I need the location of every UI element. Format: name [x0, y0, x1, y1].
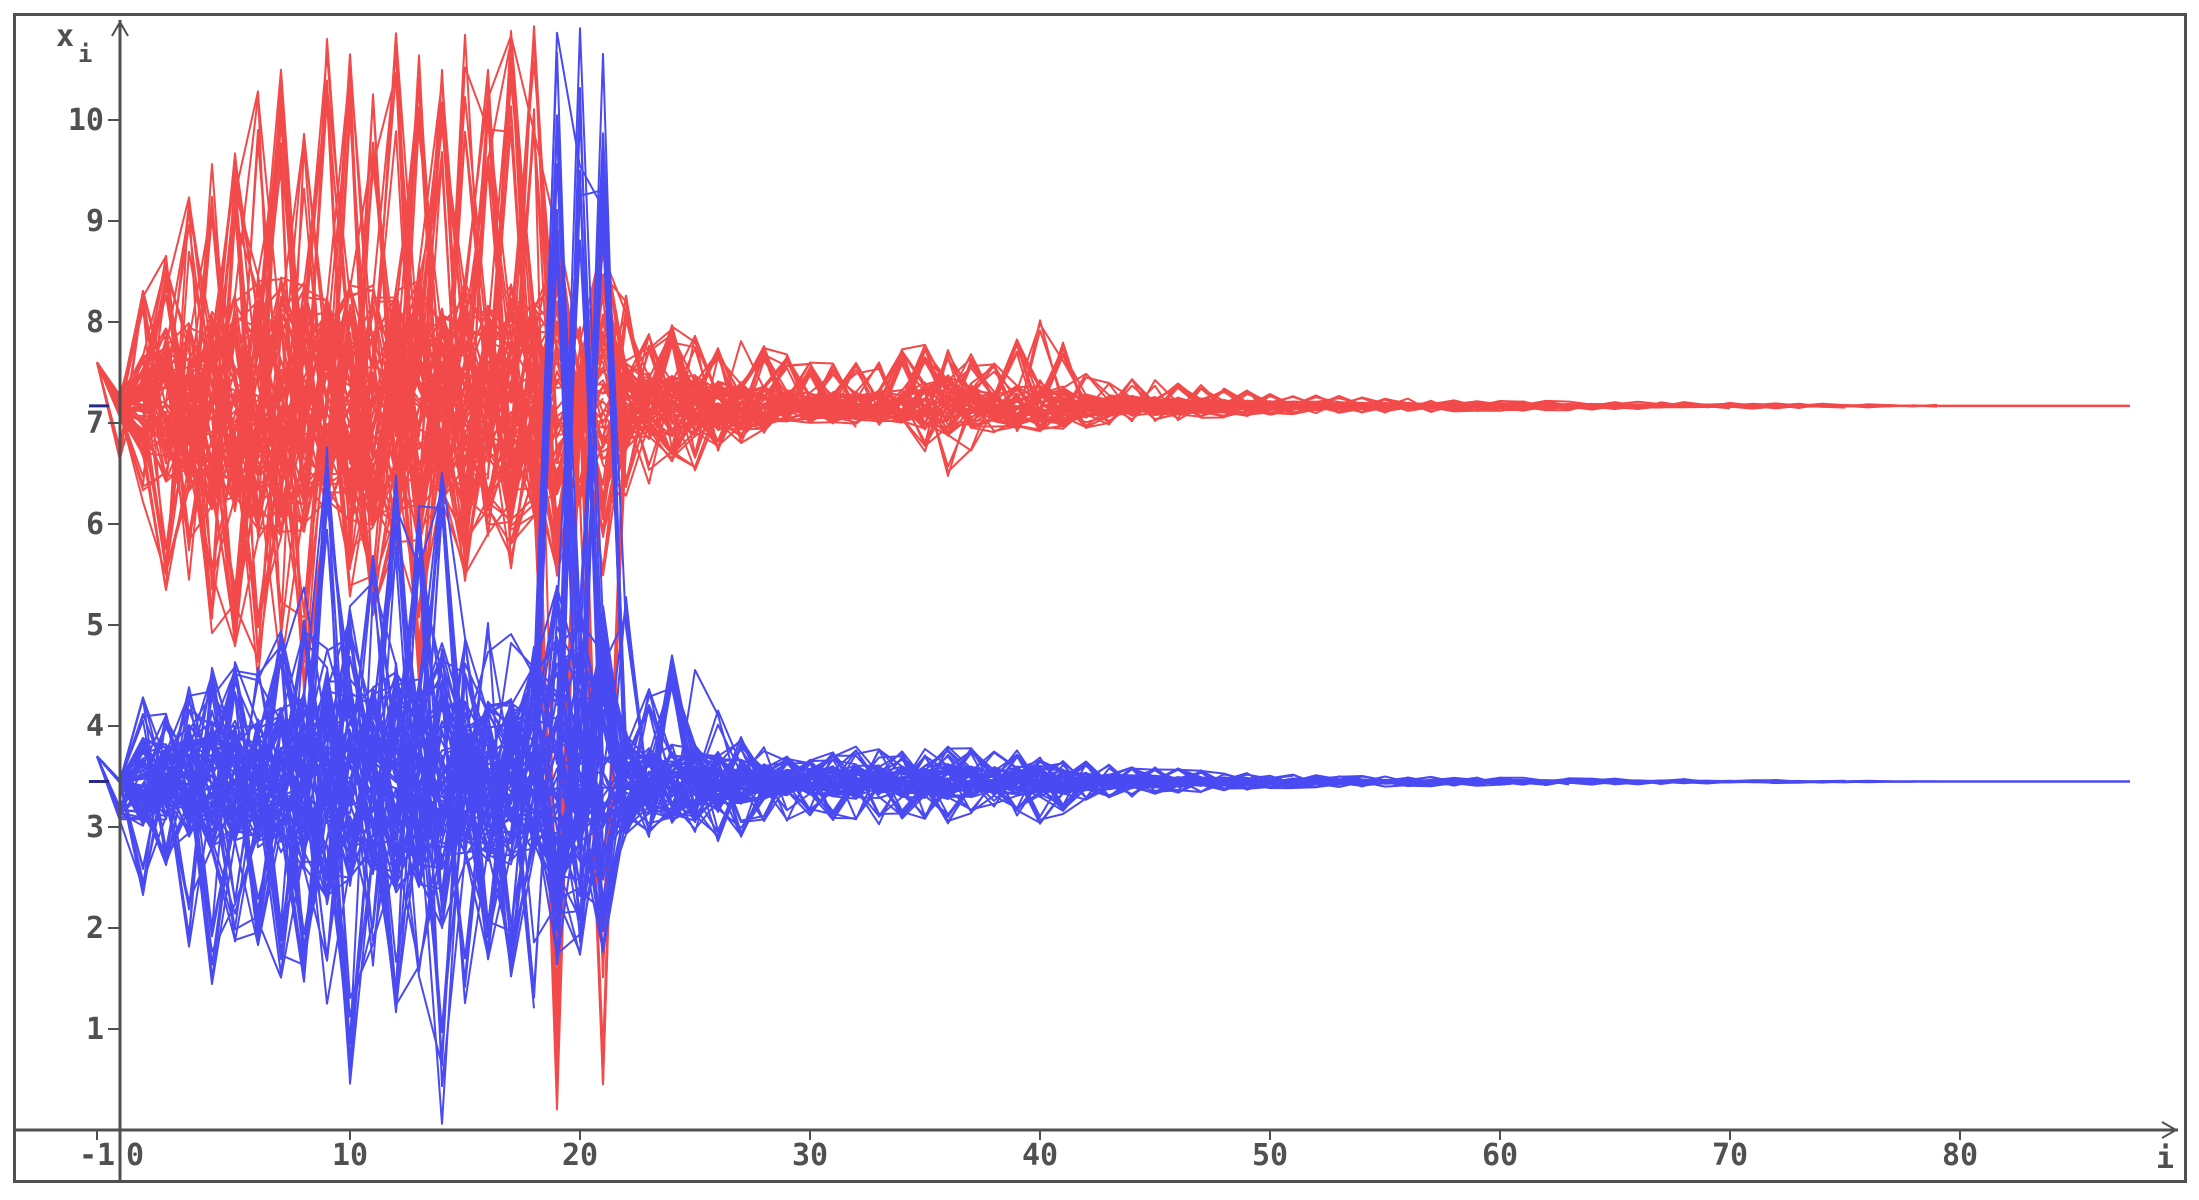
- x-tick-label: 70: [1712, 1138, 1748, 1173]
- trajectory-line: [96, 87, 1547, 684]
- y-tick-label: 4: [86, 709, 104, 744]
- ticks-layer: -1 10 20 30 40 50 60 70 80 1 2 3 4 5 6 7 8 9 10: [68, 103, 1978, 1173]
- y-axis-label-subscript: i: [78, 40, 92, 68]
- trajectory-line: [96, 56, 1846, 1086]
- x-tick-label: -1: [79, 1138, 115, 1173]
- y-tick-label: 8: [86, 305, 104, 340]
- y-axis-arrow: [111, 19, 129, 37]
- y-tick-label: 6: [86, 507, 104, 542]
- x-tick-label: 80: [1942, 1138, 1978, 1173]
- x-tick-label: 10: [332, 1138, 368, 1173]
- trajectory-line: [96, 506, 650, 904]
- chart-plot: x i i 0 -1 10 20 30 40 50 60 70 80 1 2 3 4 5 6 7 8 9 10: [16, 19, 2179, 1180]
- x-tick-label: 30: [792, 1138, 828, 1173]
- y-tick-label: 1: [86, 1012, 104, 1047]
- origin-label: 0: [126, 1138, 144, 1173]
- y-tick-label: 3: [86, 810, 104, 845]
- x-tick-label: 60: [1482, 1138, 1518, 1173]
- trajectory-line: [96, 123, 650, 615]
- x-tick-label: 40: [1022, 1138, 1058, 1173]
- series-trajectories: [89, 27, 2130, 1125]
- trajectory-line: [96, 115, 742, 658]
- trajectory-line: [96, 661, 742, 1081]
- x-tick-label: 20: [562, 1138, 598, 1173]
- y-tick-label: 7: [86, 406, 104, 441]
- series-layer: [89, 25, 2130, 1125]
- y-tick-label: 9: [86, 204, 104, 239]
- x-axis-label: i: [2156, 1141, 2174, 1176]
- y-tick-label: 5: [86, 608, 104, 643]
- y-tick-label: 2: [86, 911, 104, 946]
- trajectory-line: [96, 106, 857, 615]
- x-axis-arrow: [2161, 1121, 2179, 1139]
- trajectory-line: [96, 87, 903, 1085]
- trajectory-line: [96, 320, 604, 639]
- trajectory-line: [96, 155, 811, 897]
- y-axis-label: x: [56, 19, 74, 54]
- trajectory-line: [96, 291, 1455, 598]
- x-tick-label: 50: [1252, 1138, 1288, 1173]
- axes-layer: x i i 0: [16, 19, 2179, 1180]
- y-tick-label: 10: [68, 103, 104, 138]
- series-trajectories: [89, 25, 2130, 1111]
- chart-frame: x i i 0 -1 10 20 30 40 50 60 70 80 1 2 3 4 5 6 7 8 9 10: [13, 13, 2187, 1183]
- trajectory-line: [96, 697, 1892, 970]
